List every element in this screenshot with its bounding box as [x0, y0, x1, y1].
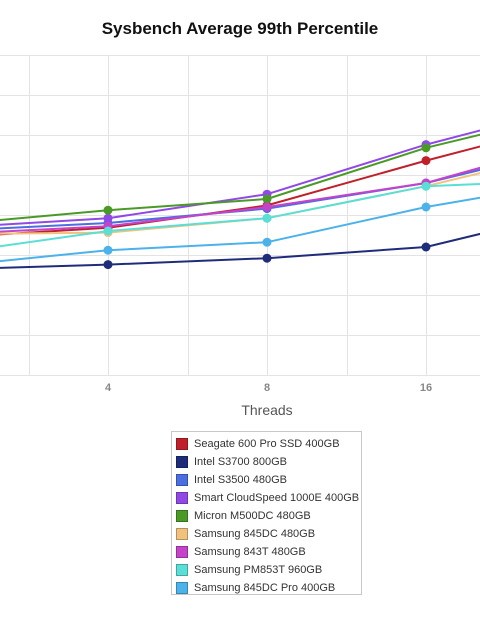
legend-label: Samsung 845DC 480GB — [194, 528, 316, 540]
legend-label: Intel S3500 480GB — [194, 474, 287, 486]
data-point — [262, 237, 272, 247]
legend-item: Seagate 600 Pro SSD 400GB — [176, 435, 361, 453]
legend-item: Samsung 843T 480GB — [176, 543, 361, 561]
x-tick-label: 4 — [105, 382, 112, 394]
legend-swatch — [176, 510, 188, 522]
legend-swatch — [176, 546, 188, 558]
legend-label: Seagate 600 Pro SSD 400GB — [194, 438, 340, 450]
data-point — [103, 226, 113, 236]
legend-label: Samsung 843T 480GB — [194, 546, 306, 558]
legend-swatch — [176, 456, 188, 468]
data-point — [262, 202, 272, 212]
legend: Seagate 600 Pro SSD 400GB Intel S3700 800… — [171, 431, 362, 595]
series-line-3 — [0, 168, 480, 230]
legend-swatch — [176, 492, 188, 504]
data-point — [262, 253, 272, 263]
data-point — [262, 194, 272, 204]
data-point — [103, 245, 113, 255]
data-point — [421, 242, 431, 252]
data-point — [421, 202, 431, 212]
legend-label: Micron M500DC 480GB — [194, 510, 311, 522]
legend-item: Samsung 845DC 480GB — [176, 525, 361, 543]
series-line-8 — [0, 183, 480, 248]
legend-item: Smart CloudSpeed 1000E 400GB — [176, 489, 361, 507]
legend-swatch — [176, 474, 188, 486]
data-point — [421, 181, 431, 191]
legend-item: Intel S3700 800GB — [176, 453, 361, 471]
data-point — [421, 143, 431, 153]
legend-label: Samsung 845DC Pro 400GB — [194, 582, 336, 594]
series-line-9 — [0, 196, 480, 263]
x-tick-label: 8 — [264, 382, 270, 394]
chart-title: Sysbench Average 99th Percentile — [101, 19, 379, 38]
legend-swatch — [176, 438, 188, 450]
legend-item: Samsung 845DC Pro 400GB — [176, 579, 361, 597]
data-point — [421, 156, 431, 166]
data-point — [103, 260, 113, 270]
data-point — [103, 213, 113, 223]
legend-item: Intel S3500 480GB — [176, 471, 361, 489]
data-point — [262, 213, 272, 223]
data-point — [103, 205, 113, 215]
legend-swatch — [176, 564, 188, 576]
legend-item: Micron M500DC 480GB — [176, 507, 361, 525]
legend-label: Intel S3700 800GB — [194, 456, 287, 468]
legend-item: Samsung PM853T 960GB — [176, 561, 361, 579]
x-axis-title: Threads — [241, 402, 292, 418]
legend-label: Samsung PM853T 960GB — [194, 564, 323, 576]
legend-swatch — [176, 528, 188, 540]
series-line-5 — [0, 133, 480, 221]
legend-swatch — [176, 582, 188, 594]
x-tick-label: 16 — [420, 382, 432, 394]
legend-label: Smart CloudSpeed 1000E 400GB — [194, 492, 360, 504]
series-line-2 — [0, 232, 480, 269]
